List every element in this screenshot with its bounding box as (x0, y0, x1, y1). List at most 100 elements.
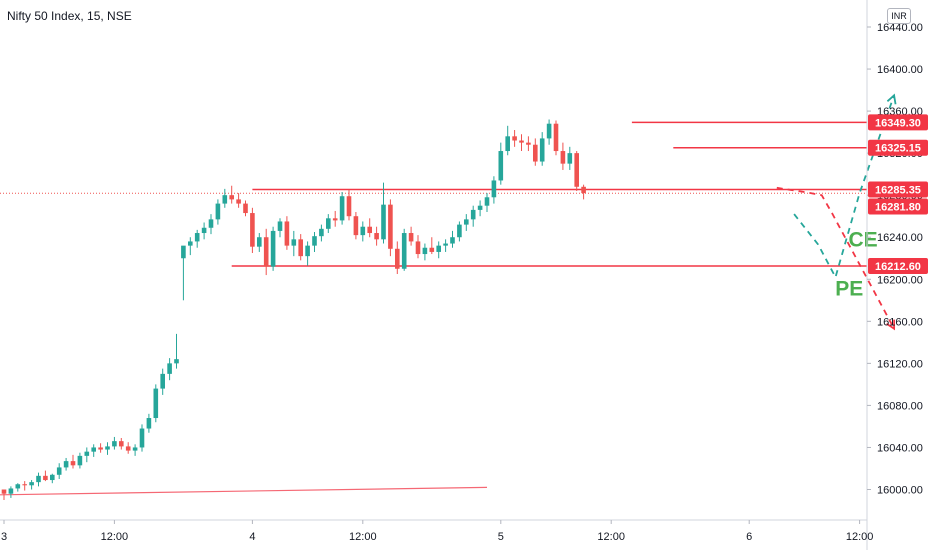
candle-body (250, 213, 255, 247)
y-tick-label: 16120.00 (877, 358, 923, 370)
candle-body (464, 219, 469, 225)
candle-body (346, 196, 352, 217)
candle-body (174, 359, 179, 364)
x-tick-label: 4 (249, 531, 255, 543)
candle-body (408, 233, 414, 242)
candle-body (360, 226, 366, 236)
candle-body (374, 233, 379, 240)
candle-body (339, 196, 345, 221)
candle-body (305, 245, 310, 257)
candle-body (277, 221, 283, 231)
x-tick-label: 12:00 (597, 531, 625, 543)
y-tick-label: 16440.00 (877, 22, 923, 34)
candle-body (270, 230, 276, 267)
price-label-tag (868, 139, 928, 156)
candle-body (160, 373, 165, 389)
candle-body (567, 153, 573, 164)
candle-body (167, 363, 172, 374)
candle-body (146, 418, 152, 429)
candle-body (56, 467, 62, 475)
annotation-pe: PE (835, 278, 863, 301)
projection-arrows (776, 93, 897, 331)
candle-body (512, 136, 517, 141)
candle-body (533, 144, 538, 162)
candle-body (91, 447, 96, 452)
currency-button[interactable]: INR (887, 8, 911, 24)
candle-body (181, 245, 186, 259)
candle-body (8, 488, 14, 494)
candle-body (429, 247, 435, 252)
candle-body (526, 142, 531, 145)
candle-body (422, 247, 428, 255)
candle-body (401, 233, 407, 269)
price-label-tag (868, 258, 928, 275)
candle-body (477, 205, 483, 210)
price-label: 16325.15 (875, 143, 921, 155)
candle-body (50, 474, 55, 481)
candle-body (491, 180, 497, 198)
candle-body (77, 455, 83, 466)
y-tick-label: 16000.00 (877, 485, 923, 497)
candle-body (291, 239, 297, 246)
price-label: 16212.60 (875, 261, 921, 273)
candle-body (229, 195, 234, 200)
candle-body (505, 136, 510, 152)
candle-body (188, 241, 193, 246)
candle-body (215, 203, 221, 220)
y-tick-label: 16240.00 (877, 232, 923, 244)
price-label-tag (868, 114, 928, 131)
candle-body (553, 123, 559, 152)
candle-body (201, 227, 207, 234)
y-tick-label: 16400.00 (877, 64, 923, 76)
candle-body (98, 447, 103, 450)
candle-body (319, 228, 324, 237)
candle-body (236, 199, 241, 204)
candle-body (450, 237, 455, 244)
candle-body (29, 482, 34, 486)
candle-body (470, 209, 476, 220)
annotation-ce: CE (848, 228, 877, 251)
ce-arrow-head (886, 93, 897, 105)
candle-body (1, 489, 7, 494)
candle-body (326, 218, 331, 229)
candle-body (139, 428, 145, 448)
candle-body (70, 461, 76, 466)
ce-arrow (793, 95, 895, 280)
candle-body (312, 236, 317, 246)
candle-body (443, 243, 448, 246)
candle-body (519, 140, 524, 143)
pe-arrow-head (886, 319, 896, 331)
candle-body (43, 475, 48, 481)
horizontal-levels (0, 121, 867, 267)
y-tick-label: 16040.00 (877, 442, 923, 454)
x-tick-label: 12:00 (349, 531, 377, 543)
price-label-tag (868, 181, 928, 198)
x-tick-label: 12:00 (846, 531, 874, 543)
candle-body (125, 446, 131, 451)
candle-body (388, 204, 393, 249)
y-tick-label: 16160.00 (877, 316, 923, 328)
candle-body (367, 226, 372, 234)
candle-body (498, 151, 504, 181)
trendline-layer (0, 486, 488, 496)
candle-body (546, 123, 552, 139)
candle-body (243, 203, 248, 214)
candle-body (36, 475, 41, 483)
candle-body (436, 245, 441, 252)
candle-body (257, 237, 262, 247)
candle-body (574, 153, 579, 187)
candle-body (194, 233, 200, 242)
x-tick-label: 12:00 (101, 531, 129, 543)
candle-body (298, 239, 303, 257)
y-tick-label: 16200.00 (877, 274, 923, 286)
price-label: 16281.80 (875, 202, 921, 214)
candle-body (105, 446, 110, 450)
pe-arrow (776, 186, 895, 330)
candle-body (63, 461, 69, 468)
candle-body (284, 221, 290, 246)
candle-body (381, 204, 386, 240)
price-label: 16349.30 (875, 117, 921, 129)
x-tick-label: 3 (1, 531, 7, 543)
